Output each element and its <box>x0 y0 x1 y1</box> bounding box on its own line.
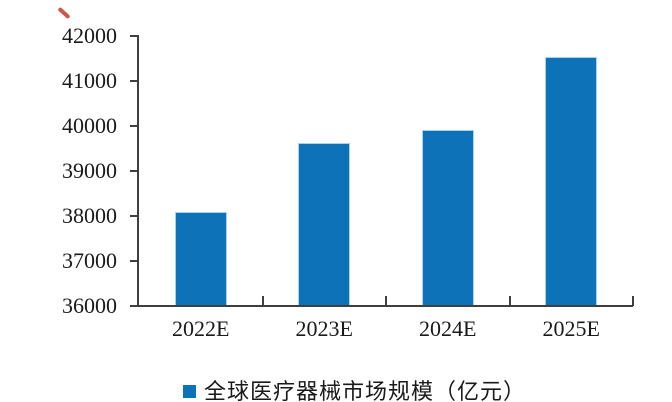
y-tick-label: 40000 <box>62 113 117 138</box>
y-tick-mark <box>130 260 137 262</box>
y-tick-label: 36000 <box>62 293 117 318</box>
x-tick-label-2025E: 2025E <box>542 316 600 341</box>
x-boundary-tick <box>261 296 264 306</box>
x-tick-label-2023E: 2023E <box>295 316 353 341</box>
bar-2022E <box>174 211 227 305</box>
bar-2023E <box>298 143 351 305</box>
y-tick-mark <box>130 125 137 127</box>
legend-label: 全球医疗器械市场规模（亿元） <box>204 379 527 402</box>
x-tick-label-2022E: 2022E <box>172 316 230 341</box>
y-tick-label: 41000 <box>62 68 117 93</box>
y-tick-mark <box>130 35 137 37</box>
y-tick-label: 42000 <box>62 23 117 48</box>
y-tick-label: 39000 <box>62 158 117 183</box>
y-tick-mark <box>130 305 137 307</box>
x-boundary-tick <box>508 296 511 306</box>
y-tick-mark <box>130 80 137 82</box>
y-tick-mark <box>130 170 137 172</box>
x-boundary-tick <box>385 296 387 306</box>
y-tick-label: 38000 <box>62 203 117 228</box>
x-boundary-tick <box>632 296 634 306</box>
bar-2024E <box>421 129 474 305</box>
y-tick-mark <box>130 215 137 217</box>
y-tick-label: 37000 <box>62 248 117 273</box>
bar-2025E <box>545 57 598 305</box>
plot-area <box>137 35 633 307</box>
red-ink-mark <box>57 6 71 20</box>
legend: 全球医疗器械市场规模（亿元） <box>183 374 526 402</box>
x-tick-label-2024E: 2024E <box>419 316 477 341</box>
legend-marker-icon <box>183 384 196 398</box>
